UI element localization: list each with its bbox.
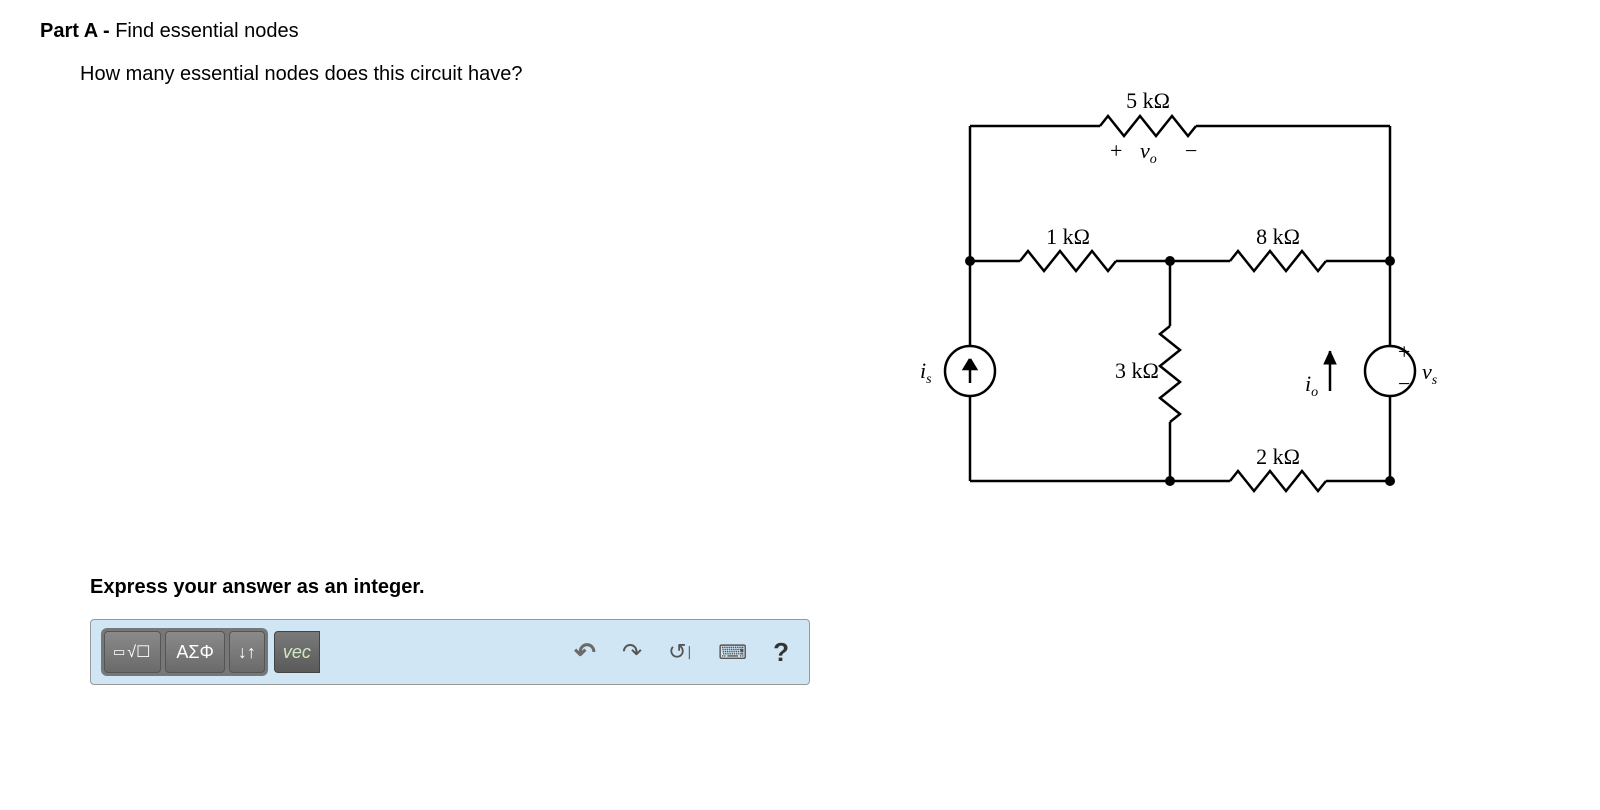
part-header: Part A - Find essential nodes xyxy=(40,20,1560,43)
greek-button[interactable]: ΑΣΦ xyxy=(165,631,225,673)
label-5k: 5 kΩ xyxy=(1126,88,1170,113)
subscript-button[interactable]: ↓↑ xyxy=(229,631,265,673)
label-1k: 1 kΩ xyxy=(1046,224,1090,249)
reset-button[interactable]: ↺⎮ xyxy=(668,639,692,665)
answer-toolbar: ▭√☐ ΑΣΦ ↓↑ vec ↶ ↷ ↺⎮ ⌨ ? xyxy=(90,619,810,685)
question-text: How many essential nodes does this circu… xyxy=(80,63,1560,86)
label-2k: 2 kΩ xyxy=(1256,444,1300,469)
part-label: Part A - xyxy=(40,20,115,42)
undo-button[interactable]: ↶ xyxy=(574,637,596,668)
label-is: is xyxy=(920,358,932,387)
part-title: Find essential nodes xyxy=(115,20,298,42)
templates-button[interactable]: ▭√☐ xyxy=(104,631,161,673)
express-instruction: Express your answer as an integer. xyxy=(90,576,1560,599)
label-vo-plus: + xyxy=(1110,138,1122,163)
label-3k: 3 kΩ xyxy=(1115,358,1159,383)
label-vo-minus: − xyxy=(1185,138,1197,163)
label-vs-minus: − xyxy=(1398,371,1410,396)
label-vo: vo xyxy=(1140,138,1157,167)
circuit-diagram: 5 kΩ + vo − 1 kΩ 8 kΩ 3 kΩ 2 kΩ is io + … xyxy=(900,86,1460,516)
label-io: io xyxy=(1305,371,1318,400)
toolbar-group-left: ▭√☐ ΑΣΦ ↓↑ xyxy=(101,628,268,676)
label-8k: 8 kΩ xyxy=(1256,224,1300,249)
keyboard-button[interactable]: ⌨ xyxy=(718,640,747,665)
label-vs: vs xyxy=(1422,359,1438,388)
label-vs-plus: + xyxy=(1398,339,1410,364)
redo-button[interactable]: ↷ xyxy=(622,638,642,667)
vec-button[interactable]: vec xyxy=(274,631,320,673)
help-button[interactable]: ? xyxy=(773,637,789,668)
